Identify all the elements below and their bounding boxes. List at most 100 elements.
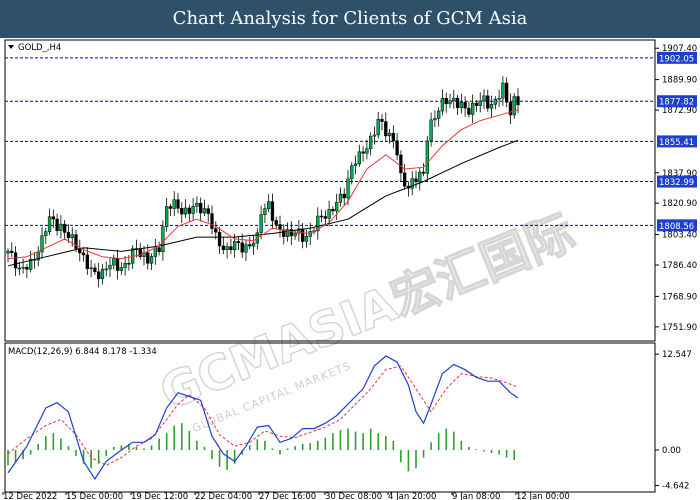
candle-body [361,151,365,154]
candle-body [323,216,327,219]
candle-body [301,228,305,242]
candle-body [119,267,123,271]
candle-body [89,267,93,270]
candle-body [372,134,377,137]
candle-body [172,199,176,209]
macd-tick-label: 0.00 [662,446,681,456]
ma-fast-line [7,109,519,260]
candle-body [25,267,29,270]
candle-body [263,208,267,215]
candle-body [429,119,433,142]
candle-body [395,140,399,156]
candle-body [493,98,497,105]
price-tick-label: 1907.40 [662,44,697,54]
candle-body [365,148,369,154]
macd-histogram [7,423,516,472]
candle-body [293,232,297,237]
candle-body [100,268,105,280]
price-tick-label: 1889.90 [662,76,697,86]
level-label: 1877.82 [659,98,694,108]
candle-body [108,264,112,270]
price-tick-label: 1872.90 [662,106,697,116]
candle-body [66,232,71,239]
macd-panel-border [4,342,656,493]
candle-body [282,229,286,237]
candle-body [376,118,380,136]
candle-body [251,242,256,247]
candle-body [168,206,173,209]
candle-body [304,236,309,242]
candle-body [391,132,395,141]
candle-body [497,97,501,100]
candle-body [471,102,475,115]
candle-body [452,97,456,102]
candle-body [316,215,320,232]
candle-body [350,165,354,180]
price-panel-border [4,39,656,342]
candle-body [297,228,301,234]
candle-body [384,121,388,137]
candle-body [153,247,157,257]
candle-body [146,252,150,264]
candle-body [482,95,486,102]
candle-body [244,244,248,253]
candles [6,76,520,288]
level-label: 1902.05 [659,54,694,64]
candle-body [387,132,392,137]
candle-body [338,193,343,203]
level-label-box [657,95,697,108]
time-tick-label: 15 Dec 00:00 [66,492,123,500]
candle-body [455,97,460,109]
candle-body [17,267,21,270]
signal-line [7,365,519,466]
candle-body [248,244,252,247]
price-panel: GOLD_,H4 [4,39,656,342]
candle-body [421,171,426,174]
candle-body [512,96,516,116]
candle-body [225,246,229,250]
chart-banner-title: Chart Analysis for Clients of GCM Asia [0,0,700,38]
candle-body [327,209,331,219]
level-label: 1808.56 [659,222,694,232]
price-tick-label: 1837.90 [662,169,697,179]
candle-body [319,215,324,218]
candle-body [81,252,86,256]
candle-body [369,135,373,149]
candle-body [418,171,422,183]
candle-body [380,118,384,122]
price-tick-label: 1768.90 [662,292,697,302]
candle-body [270,201,275,221]
time-tick-label: 27 Dec 16:00 [259,492,316,500]
candle-body [6,250,10,254]
time-tick-label: 19 Dec 12:00 [131,492,188,500]
candle-body [183,207,188,215]
candle-body [112,258,116,266]
candle-body [176,199,180,209]
candle-body [40,235,44,253]
candle-body [85,254,89,269]
candle-body [236,241,241,244]
level-label: 1832.99 [659,178,694,188]
candle-body [289,229,293,237]
candle-body [10,250,14,253]
candle-body [403,172,407,187]
candle-body [97,271,101,280]
price-tick-label: 1820.90 [662,199,697,209]
candle-body [444,97,448,105]
macd-panel: MACD(12,26,9) 6.844 8.178 -1.334 [4,342,656,493]
candle-body [478,100,482,106]
candle-body [357,151,361,165]
candle-body [74,234,78,249]
candle-body [437,110,441,119]
price-tick-label: 1751.90 [662,323,697,333]
level-label-box [657,51,697,64]
candle-body [202,208,207,214]
candle-body [206,208,210,214]
candle-body [342,193,346,199]
candle-body [505,82,509,103]
candle-body [399,154,403,174]
candle-body [217,231,222,247]
candle-body [55,218,59,231]
